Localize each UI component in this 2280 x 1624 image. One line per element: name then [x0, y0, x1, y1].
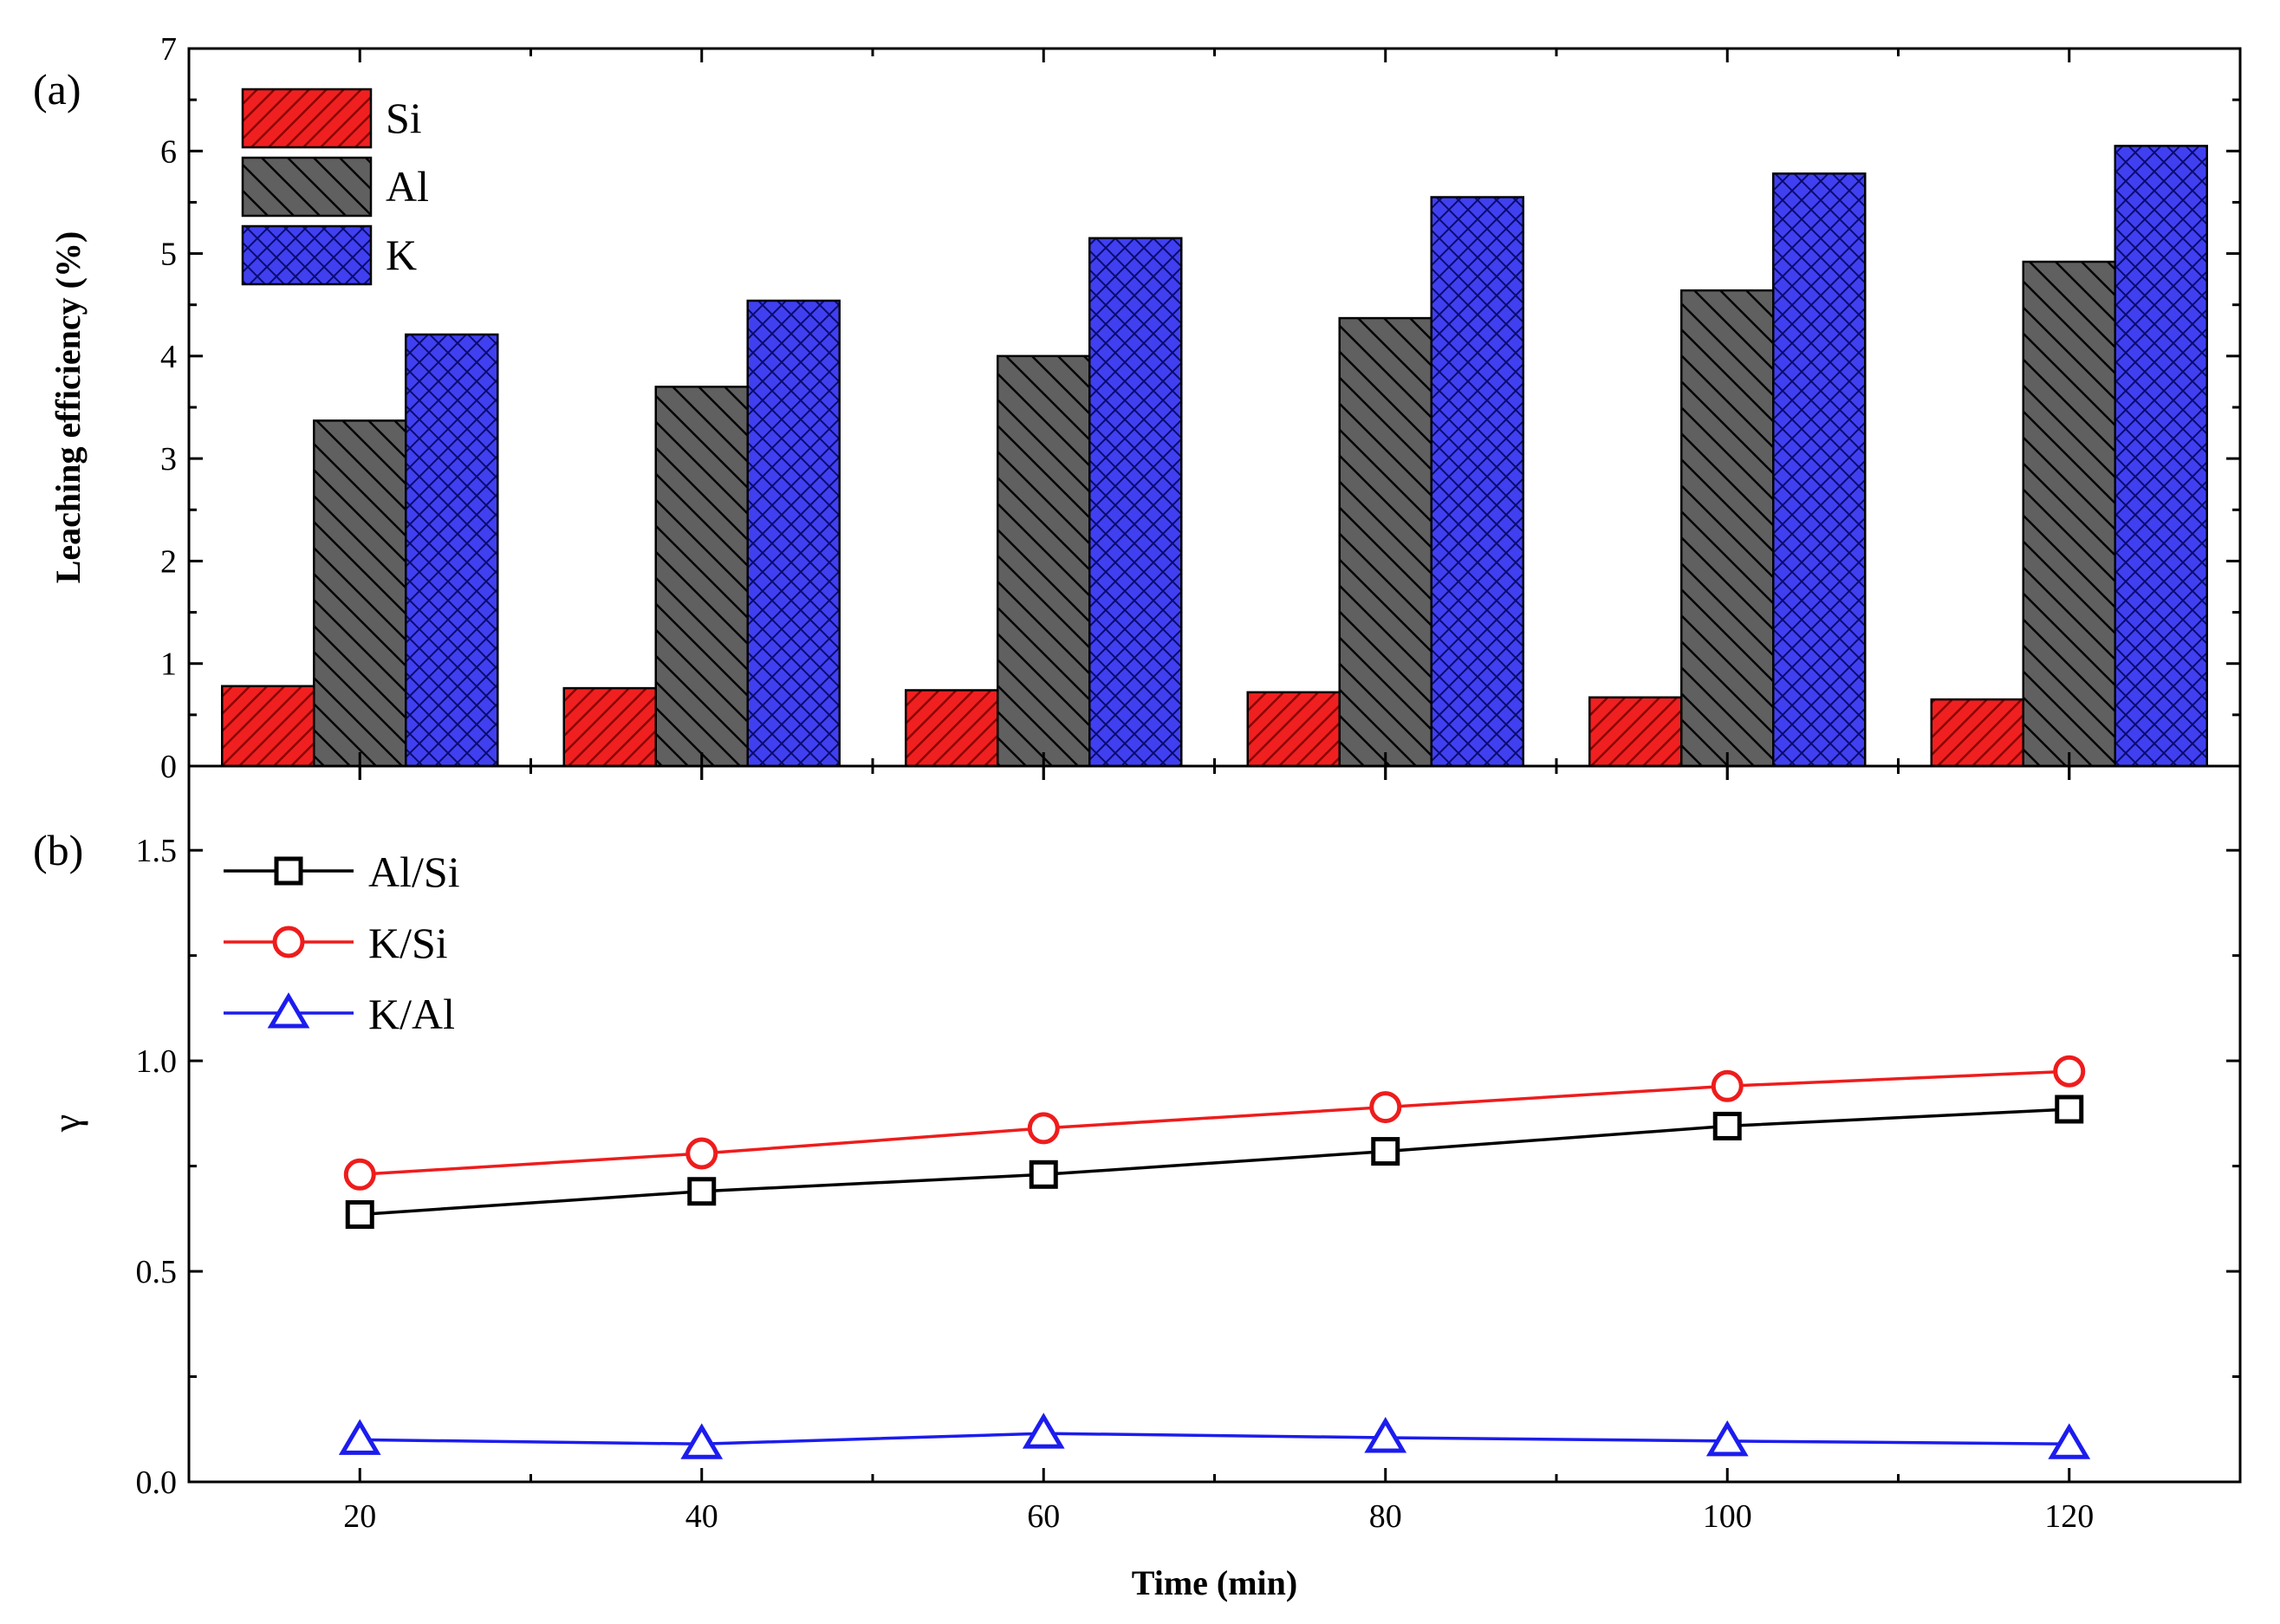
- panel-b-y-tick-label: 1.5: [136, 833, 178, 869]
- bar-al-60: [997, 354, 1091, 768]
- point-k-si-120: [2053, 1055, 2086, 1088]
- panel-b-frame: [187, 764, 2242, 1484]
- bar-si-120: [1930, 698, 2024, 768]
- bar-si-20: [221, 685, 315, 768]
- series-line-al-si: [360, 1108, 2069, 1217]
- bar-k-20: [405, 333, 499, 768]
- legend-label-k: K: [386, 231, 417, 279]
- bar-al-40: [654, 386, 749, 768]
- panel-a-y-tick-label: 1: [160, 646, 177, 683]
- shared-x-axis: 20 40 60 80 100 120 Time (min): [187, 49, 2242, 1602]
- x-tick-label: 100: [1703, 1498, 1752, 1535]
- panel-a-bar-chart: 0 1 2 3 4 5 6 7 Si Al K (a) Leaching efficiency (%): [33, 31, 2242, 785]
- point-k-al-80: [1364, 1417, 1407, 1453]
- point-k-al-100: [1705, 1419, 1749, 1457]
- point-k-si-80: [1369, 1091, 1402, 1124]
- x-tick-label: 120: [2044, 1498, 2094, 1535]
- point-k-si-60: [1027, 1112, 1060, 1145]
- panel-a-y-tick-label: 0: [160, 749, 177, 785]
- legend-marker-k-al: [267, 992, 310, 1029]
- point-k-al-40: [680, 1423, 724, 1459]
- x-tick-label: 20: [343, 1498, 376, 1535]
- point-al-si-60: [1029, 1160, 1058, 1189]
- panel-b-y-tick-label: 0.5: [136, 1254, 178, 1290]
- panel-a-y-axis-title: Leaching efficiency (%): [49, 231, 88, 584]
- point-k-si-40: [685, 1137, 718, 1170]
- point-k-al-120: [2048, 1423, 2091, 1459]
- bar-k-120: [2114, 145, 2208, 768]
- bar-al-100: [1680, 289, 1775, 768]
- point-k-si-100: [1711, 1069, 1744, 1102]
- bar-si-100: [1588, 696, 1683, 768]
- legend-swatch-al: [241, 156, 373, 218]
- legend-label-al-si: Al/Si: [368, 848, 460, 896]
- panel-b-y-axis-title: γ: [44, 1114, 88, 1133]
- x-tick-label: 40: [685, 1498, 718, 1535]
- panel-b-y-tick-label: 1.0: [136, 1043, 178, 1080]
- bar-al-20: [313, 419, 407, 768]
- series-line-k-al: [360, 1432, 2069, 1446]
- legend-label-si: Si: [386, 94, 422, 142]
- series-line-k-si: [360, 1069, 2069, 1177]
- point-al-si-120: [2055, 1095, 2084, 1124]
- point-al-si-80: [1371, 1137, 1400, 1166]
- bar-k-100: [1772, 172, 1867, 768]
- bar-si-80: [1246, 691, 1341, 768]
- point-al-si-100: [1712, 1111, 1742, 1140]
- point-al-si-20: [345, 1199, 374, 1229]
- bar-al-80: [1338, 316, 1432, 768]
- panel-b-y-tick-label: 0.0: [136, 1465, 178, 1501]
- point-k-al-20: [338, 1419, 381, 1455]
- panel-a-legend: Si Al K: [241, 88, 429, 286]
- panel-b-legend: Al/Si K/Si K/Al: [224, 848, 460, 1038]
- panel-a-y-tick-label: 6: [160, 133, 177, 170]
- x-tick-label: 80: [1369, 1498, 1402, 1535]
- legend-label-k-al: K/Al: [368, 990, 455, 1038]
- point-k-si-20: [343, 1158, 376, 1191]
- panel-a-label: (a): [33, 65, 81, 114]
- bar-al-120: [2022, 260, 2116, 768]
- panel-a-y-tick-label: 4: [160, 339, 177, 375]
- legend-label-k-si: K/Si: [368, 919, 448, 967]
- bar-k-40: [746, 299, 841, 768]
- bar-si-60: [905, 689, 999, 768]
- legend-marker-al-si: [274, 856, 303, 886]
- point-k-al-60: [1022, 1413, 1065, 1449]
- point-al-si-40: [687, 1177, 717, 1206]
- x-tick-label: 60: [1027, 1498, 1060, 1535]
- legend-label-al: Al: [386, 162, 429, 211]
- legend-marker-k-si: [272, 926, 305, 958]
- panel-a-y-tick-label: 5: [160, 237, 177, 273]
- panel-b-line-chart: 0.0 0.5 1.0 1.5 Al/Si K/Si K/Al (b) γ: [33, 764, 2242, 1501]
- panel-b-label: (b): [33, 826, 83, 874]
- x-axis-title: Time (min): [1132, 1563, 1297, 1602]
- legend-swatch-si: [241, 88, 373, 149]
- bar-k-80: [1430, 196, 1524, 768]
- bar-k-60: [1088, 237, 1183, 768]
- panel-a-y-tick-label: 7: [160, 31, 177, 68]
- bar-si-40: [562, 686, 657, 768]
- panel-a-y-tick-label: 2: [160, 543, 177, 580]
- legend-swatch-k: [241, 224, 373, 286]
- panel-a-y-tick-label: 3: [160, 441, 177, 477]
